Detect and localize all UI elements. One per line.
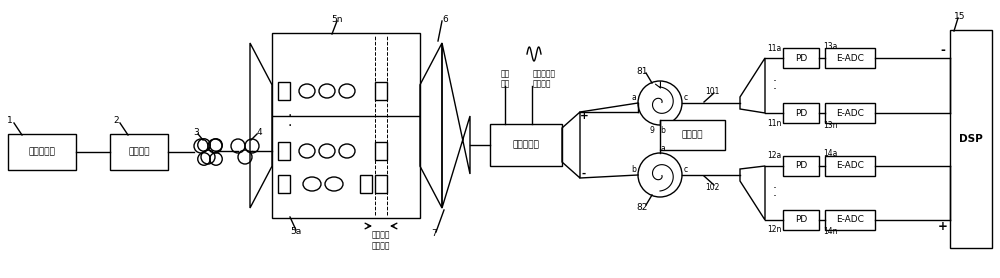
Text: 4: 4: [256, 128, 262, 136]
Bar: [825, 103, 875, 123]
Bar: [950, 30, 992, 248]
Text: -: -: [582, 169, 586, 179]
Text: 14a: 14a: [823, 150, 837, 158]
Text: ·: ·: [288, 119, 292, 133]
Text: a: a: [661, 143, 665, 153]
Text: DSP: DSP: [959, 134, 983, 144]
Text: 15: 15: [954, 11, 966, 21]
Text: ·: ·: [773, 75, 777, 88]
Text: E-ADC: E-ADC: [836, 53, 864, 63]
Text: ·: ·: [773, 190, 777, 203]
Text: 1: 1: [7, 115, 13, 125]
Bar: [825, 210, 875, 230]
Bar: [278, 82, 290, 100]
Text: a: a: [632, 93, 636, 101]
Bar: [783, 156, 819, 176]
Text: PD: PD: [795, 215, 807, 225]
Bar: [360, 175, 372, 193]
Text: 色散介质: 色散介质: [128, 148, 150, 157]
Text: 11n: 11n: [767, 118, 781, 128]
Text: 电压: 电压: [500, 80, 510, 88]
Text: 12a: 12a: [767, 152, 781, 160]
Text: 7: 7: [431, 230, 437, 239]
Text: b: b: [661, 125, 665, 135]
Bar: [375, 82, 387, 100]
Bar: [272, 33, 420, 218]
Text: E-ADC: E-ADC: [836, 215, 864, 225]
Text: PD: PD: [795, 162, 807, 170]
Bar: [278, 175, 290, 193]
Text: 2: 2: [113, 115, 119, 125]
Bar: [783, 103, 819, 123]
Text: 待采样量化: 待采样量化: [532, 70, 556, 78]
Text: 色散介质: 色散介质: [682, 130, 703, 140]
Bar: [825, 48, 875, 68]
Text: 锁模激光器: 锁模激光器: [29, 148, 55, 157]
Text: 脉冲时间: 脉冲时间: [372, 242, 390, 250]
Bar: [660, 120, 725, 150]
Bar: [375, 142, 387, 160]
Text: c: c: [684, 93, 688, 101]
Text: b: b: [632, 165, 636, 173]
Text: 3: 3: [193, 128, 199, 136]
Text: 12n: 12n: [767, 225, 781, 235]
Text: ·: ·: [288, 109, 292, 123]
Text: ·: ·: [773, 83, 777, 96]
Text: E-ADC: E-ADC: [836, 108, 864, 118]
Text: 偏置: 偏置: [500, 70, 510, 78]
Text: 重叠波分: 重叠波分: [372, 230, 390, 240]
Text: 101: 101: [705, 86, 719, 96]
Text: 6: 6: [442, 14, 448, 24]
Bar: [375, 175, 387, 193]
Text: 9: 9: [650, 125, 654, 135]
Text: 13n: 13n: [823, 120, 837, 130]
Text: -: -: [941, 43, 945, 56]
Bar: [783, 210, 819, 230]
Text: ·: ·: [773, 182, 777, 195]
Text: c: c: [684, 165, 688, 173]
Text: PD: PD: [795, 53, 807, 63]
Text: 14n: 14n: [823, 227, 837, 237]
Bar: [110, 134, 168, 170]
Text: +: +: [580, 111, 588, 121]
Text: 5a: 5a: [290, 227, 302, 237]
Text: 11a: 11a: [767, 43, 781, 53]
Bar: [825, 156, 875, 176]
Bar: [278, 142, 290, 160]
Bar: [8, 134, 76, 170]
Text: PD: PD: [795, 108, 807, 118]
Text: E-ADC: E-ADC: [836, 162, 864, 170]
Text: 5n: 5n: [331, 14, 343, 24]
Text: 电光调制器: 电光调制器: [513, 140, 539, 150]
Text: 13a: 13a: [823, 41, 837, 51]
Text: 81: 81: [636, 66, 648, 76]
Text: 的电信号: 的电信号: [533, 80, 551, 88]
Text: 102: 102: [705, 182, 719, 192]
Bar: [490, 124, 562, 166]
Text: +: +: [938, 220, 948, 232]
Text: 82: 82: [636, 202, 648, 212]
Bar: [783, 48, 819, 68]
